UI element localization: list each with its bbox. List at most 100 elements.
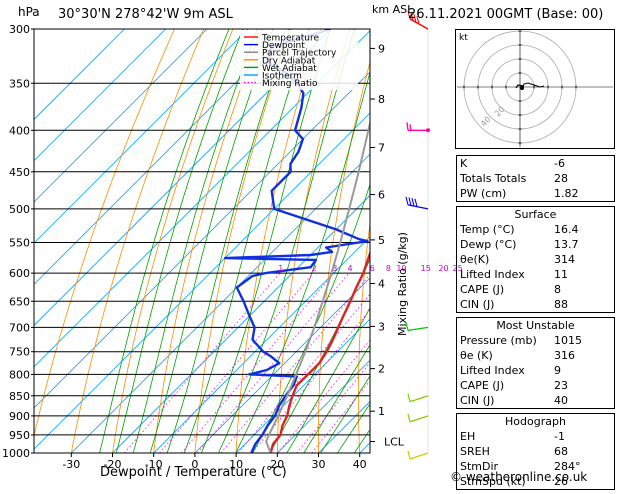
most-unstable-row-label: CAPE (J)	[460, 378, 504, 393]
surface-row: CAPE (J)8	[457, 282, 614, 297]
surface-header: Surface	[457, 207, 614, 222]
most-unstable-row-label: θe (K)	[460, 348, 493, 363]
surface-row-label: CIN (J)	[460, 297, 494, 312]
km-tick-label: 6	[378, 189, 385, 202]
surface-row: Dewp (°C) 13.7	[457, 237, 614, 252]
hodograph-row-label: StmDir	[460, 459, 498, 474]
wet-adiabat	[161, 29, 290, 470]
wind-barb-flag	[406, 197, 408, 205]
pressure-tick-label: 700	[9, 321, 30, 334]
mixing-ratio-label: 8	[386, 264, 391, 273]
temperature-line	[271, 29, 450, 453]
hodograph-header: Hodograph	[457, 414, 614, 429]
km-tick-label: 2	[378, 363, 385, 376]
wind-barb-staff	[408, 327, 428, 330]
km-tick-label: 7	[378, 141, 385, 154]
most-unstable-row-label: Pressure (mb)	[460, 333, 537, 348]
surface-row-label: Lifted Index	[460, 267, 525, 282]
legend-entry: Mixing Ratio	[262, 79, 318, 89]
hodograph-row-value: 284°	[554, 459, 612, 474]
most-unstable-row: CIN (J) 40	[457, 393, 614, 408]
index-row-label: Totals Totals	[460, 171, 526, 186]
km-tick-label: 9	[378, 42, 385, 55]
surface-row: Temp (°C) 16.4	[457, 222, 614, 237]
surface-row-label: Temp (°C)	[460, 222, 515, 237]
mixing-ratio-label: 2	[312, 264, 317, 273]
datetime-title: 26.11.2021 00GMT (Base: 00)	[408, 7, 603, 22]
wind-barb	[407, 122, 430, 132]
dry-adiabat	[68, 5, 214, 471]
mixing-ratio-label: 15	[421, 264, 431, 273]
pressure-tick-label: 750	[9, 346, 30, 359]
km-tick-label: 4	[378, 278, 385, 291]
hodograph-row: StmSpd (kt)26	[457, 474, 614, 489]
pressure-tick-label: 500	[9, 203, 30, 216]
most-unstable-row: θe (K) 316	[457, 348, 614, 363]
surface-row-label: θe(K)	[460, 252, 489, 267]
surface-row-value: 13.7	[554, 237, 612, 252]
most-unstable-row-label: CIN (J)	[460, 393, 494, 408]
index-row-value: 1.82	[554, 186, 612, 201]
surface-row-value: 8	[554, 282, 612, 297]
surface-row-value: 314	[554, 252, 612, 267]
surface-row-label: Dewp (°C)	[460, 237, 516, 252]
hodograph-unit-label: kt	[459, 33, 468, 43]
wind-barb-staff	[410, 396, 428, 402]
pressure-tick-label: 450	[9, 166, 30, 179]
hodograph-row-label: EH	[460, 429, 475, 444]
mixing-ratio-label: 20	[438, 264, 448, 273]
x-tick-label: 40	[353, 458, 367, 471]
km-tick-label: 8	[378, 93, 385, 106]
wind-barb	[406, 197, 428, 209]
km-asl-label: km ASL	[372, 3, 398, 16]
index-row-label: PW (cm)	[460, 186, 506, 201]
wet-adiabat	[95, 29, 229, 470]
mixing-ratio-line	[181, 273, 333, 453]
hodograph-row: EH -1	[457, 429, 614, 444]
most-unstable-row-value: 9	[554, 363, 612, 378]
pressure-tick-label: 300	[9, 23, 30, 36]
hodograph-storm-marker	[520, 86, 524, 90]
most-unstable-row-value: 316	[554, 348, 612, 363]
surface-row: CIN (J)88	[457, 297, 614, 312]
lcl-label: LCL	[384, 436, 405, 449]
mixing-ratio-label: 4	[347, 264, 352, 273]
wind-barb	[408, 451, 428, 459]
wind-barb	[408, 414, 428, 422]
most-unstable-row-value: 23	[554, 378, 612, 393]
wind-barb-flag	[408, 414, 410, 422]
pressure-tick-label: 400	[9, 124, 30, 137]
index-row: PW (cm) 1.82	[457, 186, 614, 201]
pressure-tick-label: 800	[9, 368, 30, 381]
pressure-tick-label: 550	[9, 236, 30, 249]
x-tick-label: 30	[312, 458, 326, 471]
pressure-tick-label: 950	[9, 429, 30, 442]
most-unstable-row: Pressure (mb)1015	[457, 333, 614, 348]
surface-row-value: 16.4	[554, 222, 612, 237]
wind-barb	[406, 322, 428, 330]
most-unstable-row: CAPE (J) 23	[457, 378, 614, 393]
wind-barb-flag	[408, 394, 410, 402]
mixing-ratio-label: 1	[278, 264, 283, 273]
wind-barb-flag	[408, 451, 410, 459]
wind-barb-flag	[410, 124, 411, 130]
most-unstable-row-value: 40	[554, 393, 612, 408]
isotherm	[0, 29, 248, 453]
km-tick-label: 1	[378, 405, 385, 418]
surface-row: θe(K) 314	[457, 252, 614, 267]
hodograph-row-value: -1	[554, 429, 612, 444]
isotherm	[0, 29, 331, 453]
mixing-ratio-line	[238, 273, 387, 453]
index-row-label: K	[460, 156, 467, 171]
pressure-tick-label: 350	[9, 77, 30, 90]
mixing-ratio-label: 6	[370, 264, 375, 273]
hodograph-row: StmDir 284°	[457, 459, 614, 474]
most-unstable-header: Most Unstable	[457, 318, 614, 333]
wind-barb	[408, 394, 428, 402]
pressure-tick-label: 900	[9, 410, 30, 423]
